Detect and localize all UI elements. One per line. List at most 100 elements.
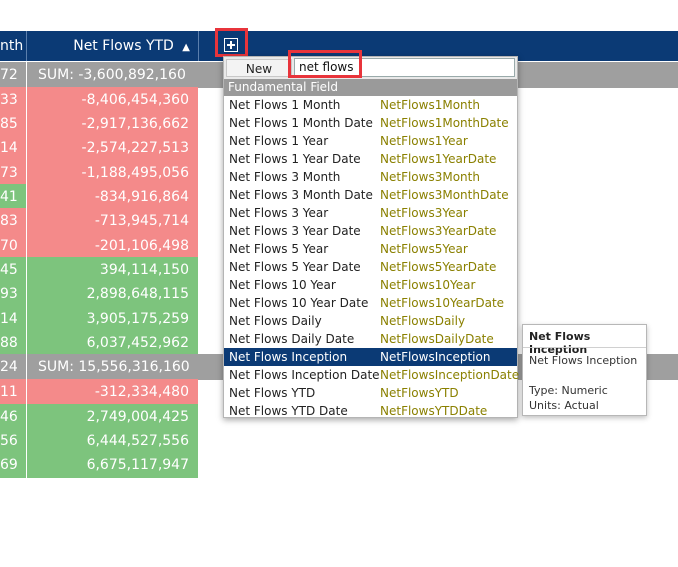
row-value-cell: -713,945,714 (27, 208, 198, 234)
field-name: Net Flows YTD Date (229, 404, 348, 418)
row-value-cell: 394,114,150 (27, 257, 198, 283)
row-left-cell: 14 (0, 135, 26, 161)
row-left-cell: 45 (0, 257, 26, 283)
tooltip-description: Net Flows Inception (529, 354, 638, 367)
field-list-item[interactable]: Net Flows 3 Month Date NetFlows3MonthDate (224, 186, 517, 204)
header-divider (26, 31, 27, 61)
tooltip-type: Type: Numeric (529, 384, 608, 397)
field-list-item[interactable]: Net Flows 1 Month NetFlows1Month (224, 96, 517, 114)
field-code: NetFlowsYTDDate (380, 404, 488, 418)
field-list-item[interactable]: Net Flows YTD Date NetFlowsYTDDate (224, 402, 517, 420)
field-code: NetFlows1Year (380, 134, 468, 148)
row-value-cell: 6,037,452,962 (27, 330, 198, 356)
column-header-month-label: nth (0, 38, 24, 54)
field-name: Net Flows 1 Year (229, 134, 329, 148)
field-list-item[interactable]: Net Flows 3 Month NetFlows3Month (224, 168, 517, 186)
field-name: Net Flows 3 Year Date (229, 224, 361, 238)
field-name: Net Flows Inception Date (229, 368, 380, 382)
row-value-cell: 3,905,175,259 (27, 306, 198, 332)
table-row: 11 -312,334,480 (0, 379, 198, 405)
field-code: NetFlows10YearDate (380, 296, 505, 310)
cell-separator (26, 330, 27, 356)
field-list-item[interactable]: Net Flows Daily Date NetFlowsDailyDate (224, 330, 517, 348)
field-code: NetFlows3Month (380, 170, 480, 184)
table-row: 85 -2,917,136,662 (0, 111, 198, 137)
table-row: 14 -2,574,227,513 (0, 135, 198, 161)
field-name: Net Flows 1 Year Date (229, 152, 361, 166)
cell-separator (26, 208, 27, 234)
field-name: Net Flows 5 Year Date (229, 260, 361, 274)
field-code: NetFlowsInception (380, 350, 491, 364)
field-list-item[interactable]: Net Flows 3 Year Date NetFlows3YearDate (224, 222, 517, 240)
tooltip-units: Units: Actual (529, 399, 599, 412)
table-row: 93 2,898,648,115 (0, 281, 198, 307)
field-code: NetFlows10Year (380, 278, 476, 292)
table-row: 70 -201,106,498 (0, 233, 198, 259)
cell-separator (26, 160, 27, 186)
group-sum-cell: SUM: 15,556,316,160 (38, 359, 190, 375)
add-column-highlight (215, 28, 248, 57)
cell-separator (26, 184, 27, 210)
cell-separator (26, 62, 27, 88)
field-name: Net Flows Daily Date (229, 332, 355, 346)
field-code: NetFlows3Year (380, 206, 468, 220)
field-list-item[interactable]: Net Flows 5 Year NetFlows5Year (224, 240, 517, 258)
field-list-item[interactable]: Net Flows 10 Year NetFlows10Year (224, 276, 517, 294)
row-value-cell: -312,334,480 (27, 379, 198, 405)
field-list-item[interactable]: Net Flows Inception NetFlowsInception (224, 348, 517, 366)
search-highlight (288, 50, 362, 78)
row-value-cell: 6,675,117,947 (27, 452, 198, 478)
plus-square-icon (227, 41, 235, 49)
field-picker-toolbar: New net flows (224, 57, 517, 79)
field-code: NetFlows5YearDate (380, 260, 497, 274)
row-left-cell: 11 (0, 379, 26, 405)
field-code: NetFlowsDailyDate (380, 332, 494, 346)
group-sum-cell: SUM: -3,600,892,160 (38, 67, 186, 83)
field-category-header: Fundamental Field (224, 79, 517, 96)
row-left-cell: 14 (0, 306, 26, 332)
cell-separator (26, 452, 27, 478)
field-tooltip: Net Flows Inception Net Flows Inception … (522, 324, 647, 416)
table-row: 45 394,114,150 (0, 257, 198, 283)
field-code: NetFlowsInceptionDate (380, 368, 520, 382)
field-list-item[interactable]: Net Flows 10 Year Date NetFlows10YearDate (224, 294, 517, 312)
table-row: 73 -1,188,495,056 (0, 160, 198, 186)
column-header-month[interactable]: nth (0, 31, 26, 61)
row-left-cell: 33 (0, 87, 26, 113)
field-list-item[interactable]: Net Flows 3 Year NetFlows3Year (224, 204, 517, 222)
field-name: Net Flows YTD (229, 386, 316, 400)
field-list-item[interactable]: Net Flows Daily NetFlowsDaily (224, 312, 517, 330)
tooltip-title: Net Flows Inception (529, 330, 591, 356)
group-left-cell: 24 (0, 359, 18, 375)
row-left-cell: 73 (0, 160, 26, 186)
row-value-cell: 2,898,648,115 (27, 281, 198, 307)
row-left-cell: 70 (0, 233, 26, 259)
field-list-item[interactable]: Net Flows Inception Date NetFlowsInceptio… (224, 366, 520, 384)
field-name: Net Flows 1 Month (229, 98, 341, 112)
new-field-button[interactable]: New (226, 59, 292, 77)
field-list-item[interactable]: Net Flows 1 Year Date NetFlows1YearDate (224, 150, 517, 168)
field-list-item[interactable]: Net Flows 1 Year NetFlows1Year (224, 132, 517, 150)
cell-separator (26, 379, 27, 405)
row-left-cell: 88 (0, 330, 26, 356)
cell-separator (26, 428, 27, 454)
field-search-input[interactable]: net flows (294, 58, 515, 77)
row-left-cell: 93 (0, 281, 26, 307)
field-list-item[interactable]: Net Flows 1 Month Date NetFlows1MonthDate (224, 114, 517, 132)
field-code: NetFlows3MonthDate (380, 188, 509, 202)
column-header-net-flows-ytd[interactable]: Net Flows YTD ▲ (27, 31, 198, 61)
cell-separator (26, 257, 27, 283)
row-left-cell: 83 (0, 208, 26, 234)
table-row: 41 -834,916,864 (0, 184, 198, 210)
field-name: Net Flows 3 Year (229, 206, 329, 220)
field-list-item[interactable]: Net Flows 5 Year Date NetFlows5YearDate (224, 258, 517, 276)
add-column-button[interactable] (224, 38, 238, 52)
cell-separator (26, 111, 27, 137)
field-name: Net Flows 3 Month (229, 170, 341, 184)
sort-ascending-icon: ▲ (182, 42, 190, 53)
field-picker-dropdown: New net flows Fundamental Field Net Flow… (223, 56, 520, 420)
row-left-cell: 56 (0, 428, 26, 454)
cell-separator (26, 87, 27, 113)
field-list-item[interactable]: Net Flows YTD NetFlowsYTD (224, 384, 517, 402)
field-name: Net Flows 1 Month Date (229, 116, 373, 130)
